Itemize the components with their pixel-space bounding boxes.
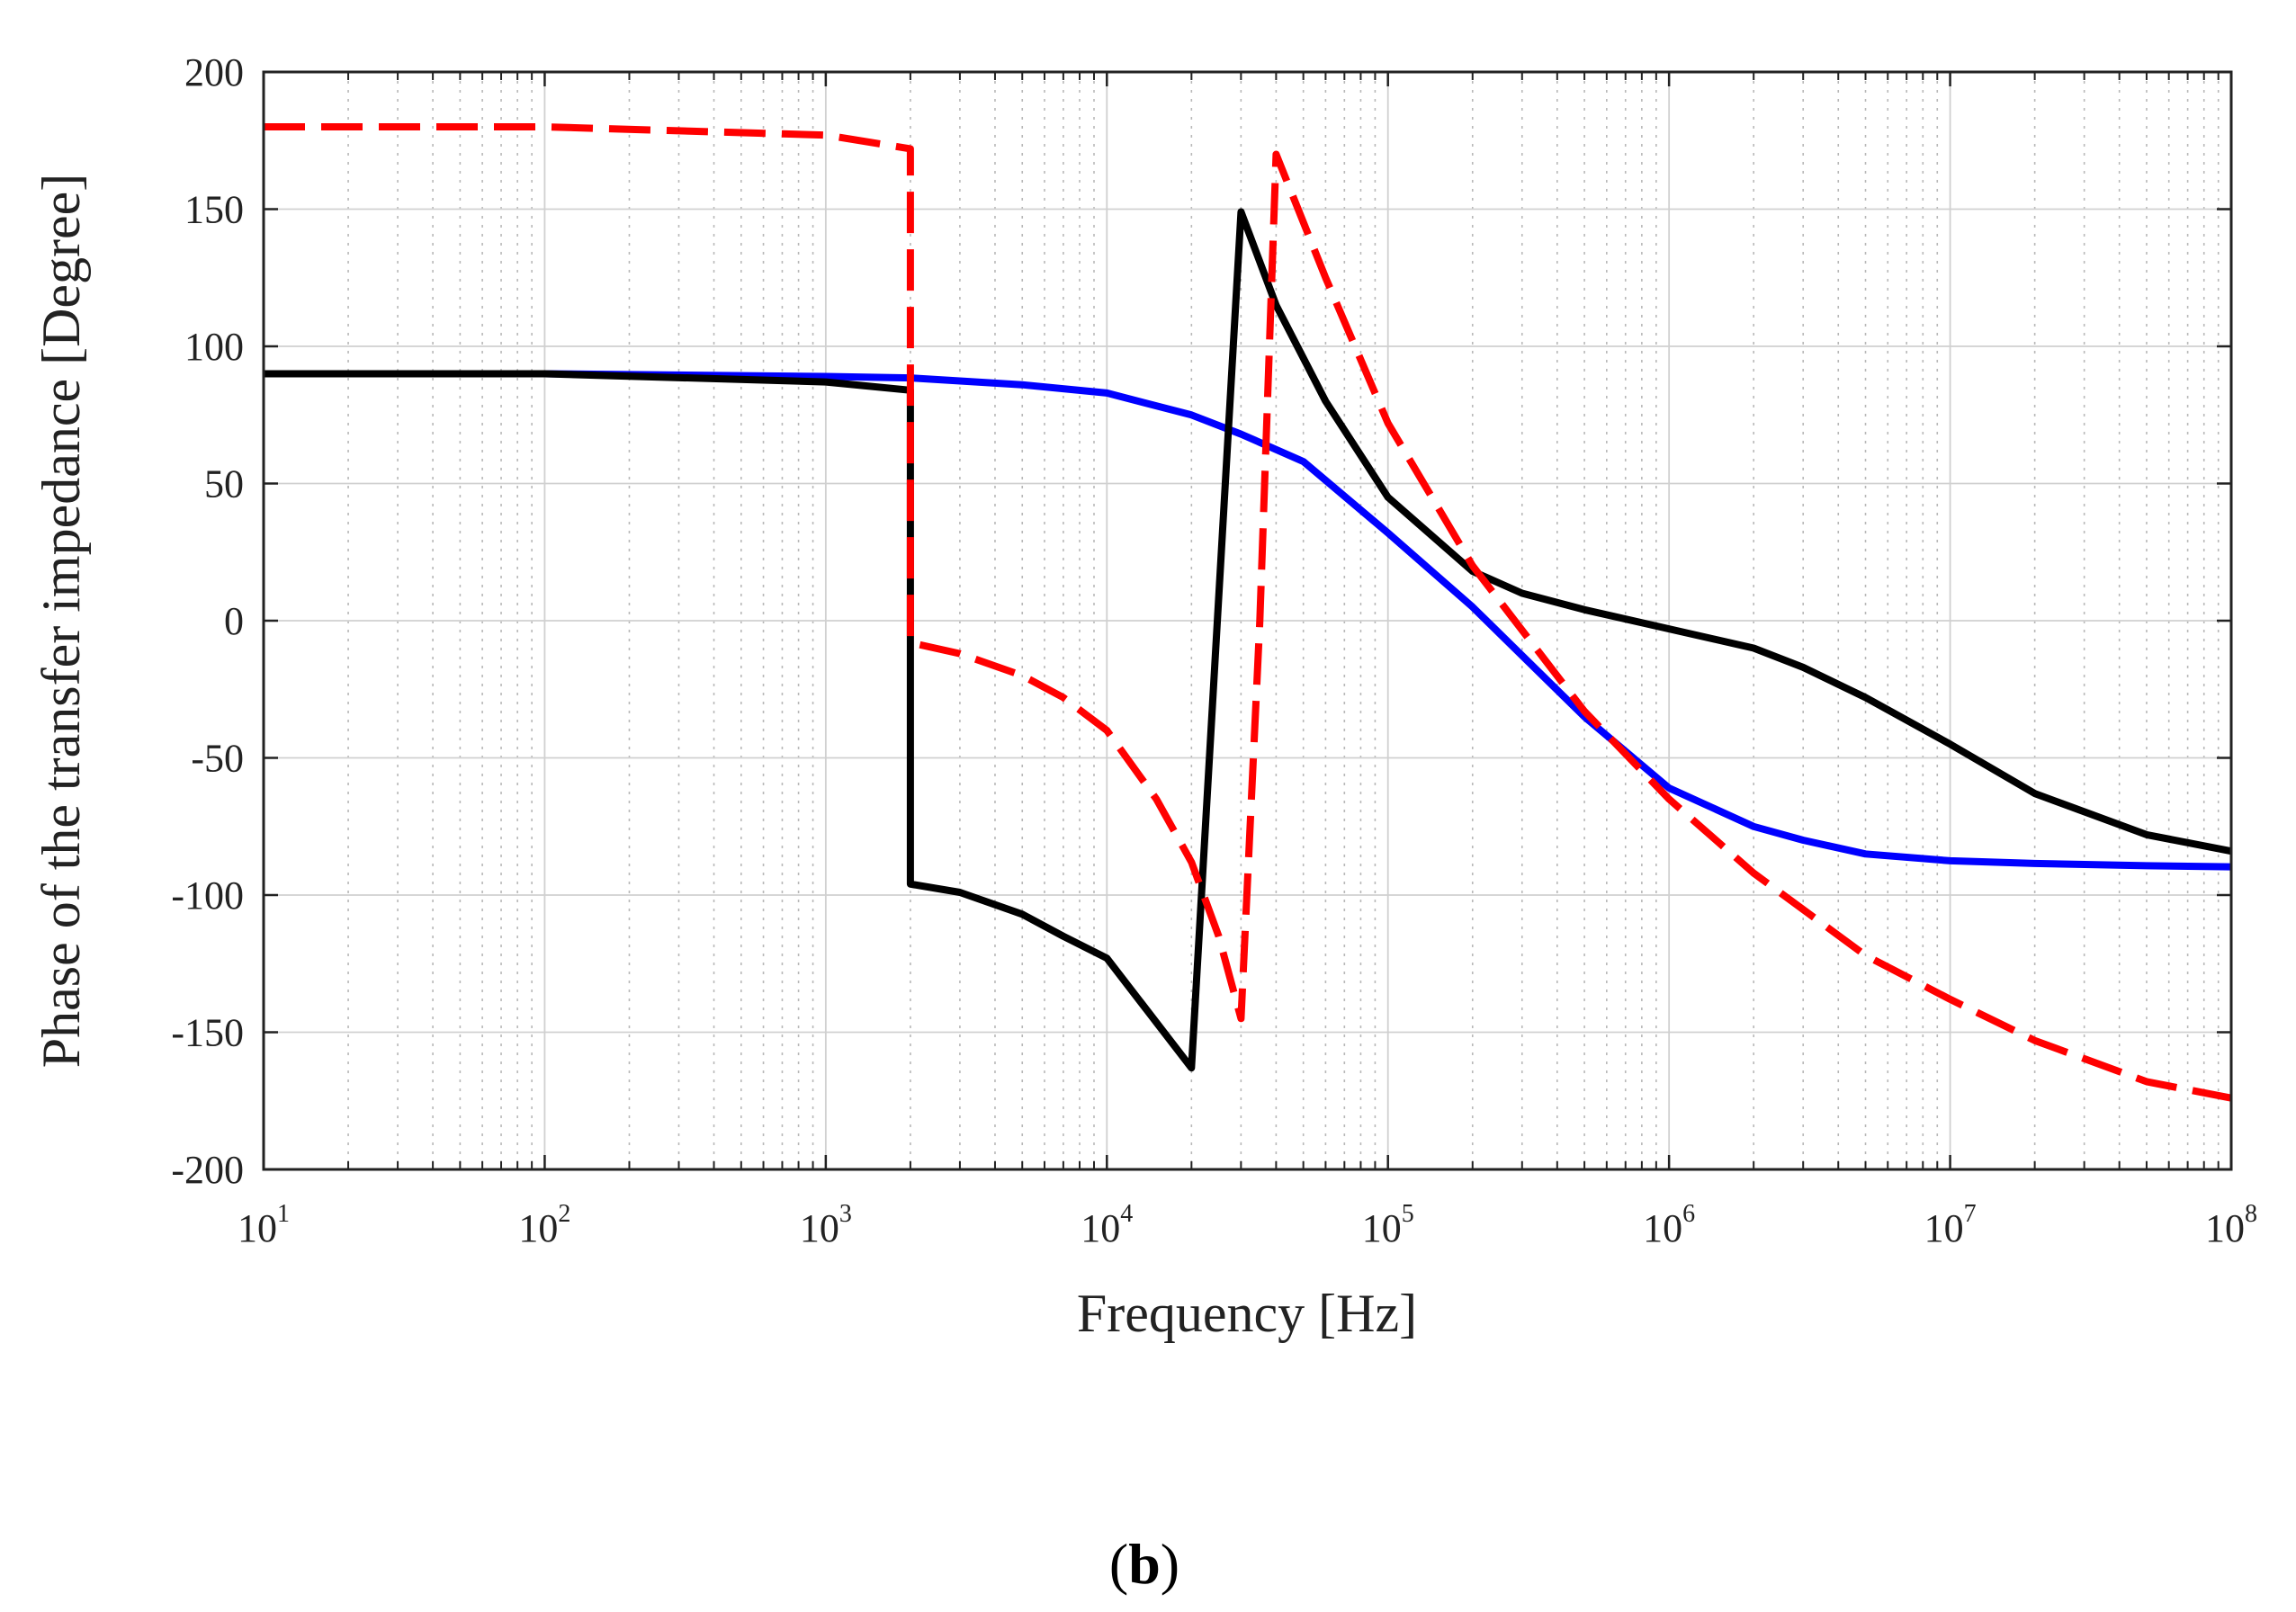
series-line-blue	[264, 370, 2232, 871]
x-tick-base: 10	[1081, 1206, 1120, 1250]
x-tick-base: 10	[518, 1206, 558, 1250]
x-tick-base: 10	[238, 1206, 277, 1250]
panel-label-close: )	[1161, 1532, 1179, 1596]
panel-label-open: (	[1109, 1532, 1128, 1596]
x-tick-base: 10	[2205, 1206, 2245, 1250]
x-tick-label: 103	[800, 1200, 852, 1250]
panel-label-letter: b	[1128, 1532, 1161, 1596]
x-tick-exponent: 3	[839, 1200, 852, 1228]
y-tick-label: -200	[171, 1148, 244, 1192]
y-tick-label: -150	[171, 1011, 244, 1055]
x-tick-exponent: 2	[558, 1200, 570, 1228]
x-axis-title: Frequency [Hz]	[1077, 1284, 1417, 1343]
x-tick-base: 10	[800, 1206, 839, 1250]
x-tick-base: 10	[1643, 1206, 1682, 1250]
y-tick-label: -50	[191, 737, 244, 781]
series-line-red-dashed	[264, 123, 2232, 1102]
y-tick-labels: 200 150 100 50 0 -50 -100 -150 -200	[171, 50, 244, 1192]
tick-marks	[262, 70, 2233, 1171]
y-axis-title: Phase of the transfer impedance [Degree]	[31, 174, 91, 1069]
x-tick-exponent: 6	[1682, 1200, 1695, 1228]
y-tick-label: 150	[184, 188, 244, 232]
x-tick-exponent: 7	[1964, 1200, 1977, 1228]
x-tick-exponent: 8	[2245, 1200, 2257, 1228]
y-tick-label: 200	[184, 50, 244, 94]
x-tick-label: 101	[238, 1200, 290, 1250]
y-tick-label: -100	[171, 873, 244, 918]
x-tick-label: 108	[2205, 1200, 2257, 1250]
x-tick-exponent: 4	[1120, 1200, 1133, 1228]
x-tick-base: 10	[1362, 1206, 1402, 1250]
x-tick-base: 10	[1924, 1206, 1964, 1250]
y-tick-label: 0	[224, 599, 244, 643]
x-tick-label: 105	[1362, 1200, 1414, 1250]
x-tick-label: 106	[1643, 1200, 1695, 1250]
x-tick-exponent: 5	[1402, 1200, 1414, 1228]
x-tick-exponent: 1	[277, 1200, 290, 1228]
x-tick-label: 107	[1924, 1200, 1977, 1250]
series-line-black	[264, 208, 2232, 1072]
y-tick-label: 100	[184, 325, 244, 369]
panel-label: (b)	[1109, 1532, 1179, 1596]
x-tick-labels: 101 102 103 104 105 106 107 108	[238, 1200, 2257, 1250]
x-tick-label: 102	[518, 1200, 570, 1250]
series-layer	[264, 123, 2232, 1102]
x-tick-label: 104	[1081, 1200, 1133, 1250]
y-tick-label: 50	[204, 462, 244, 506]
